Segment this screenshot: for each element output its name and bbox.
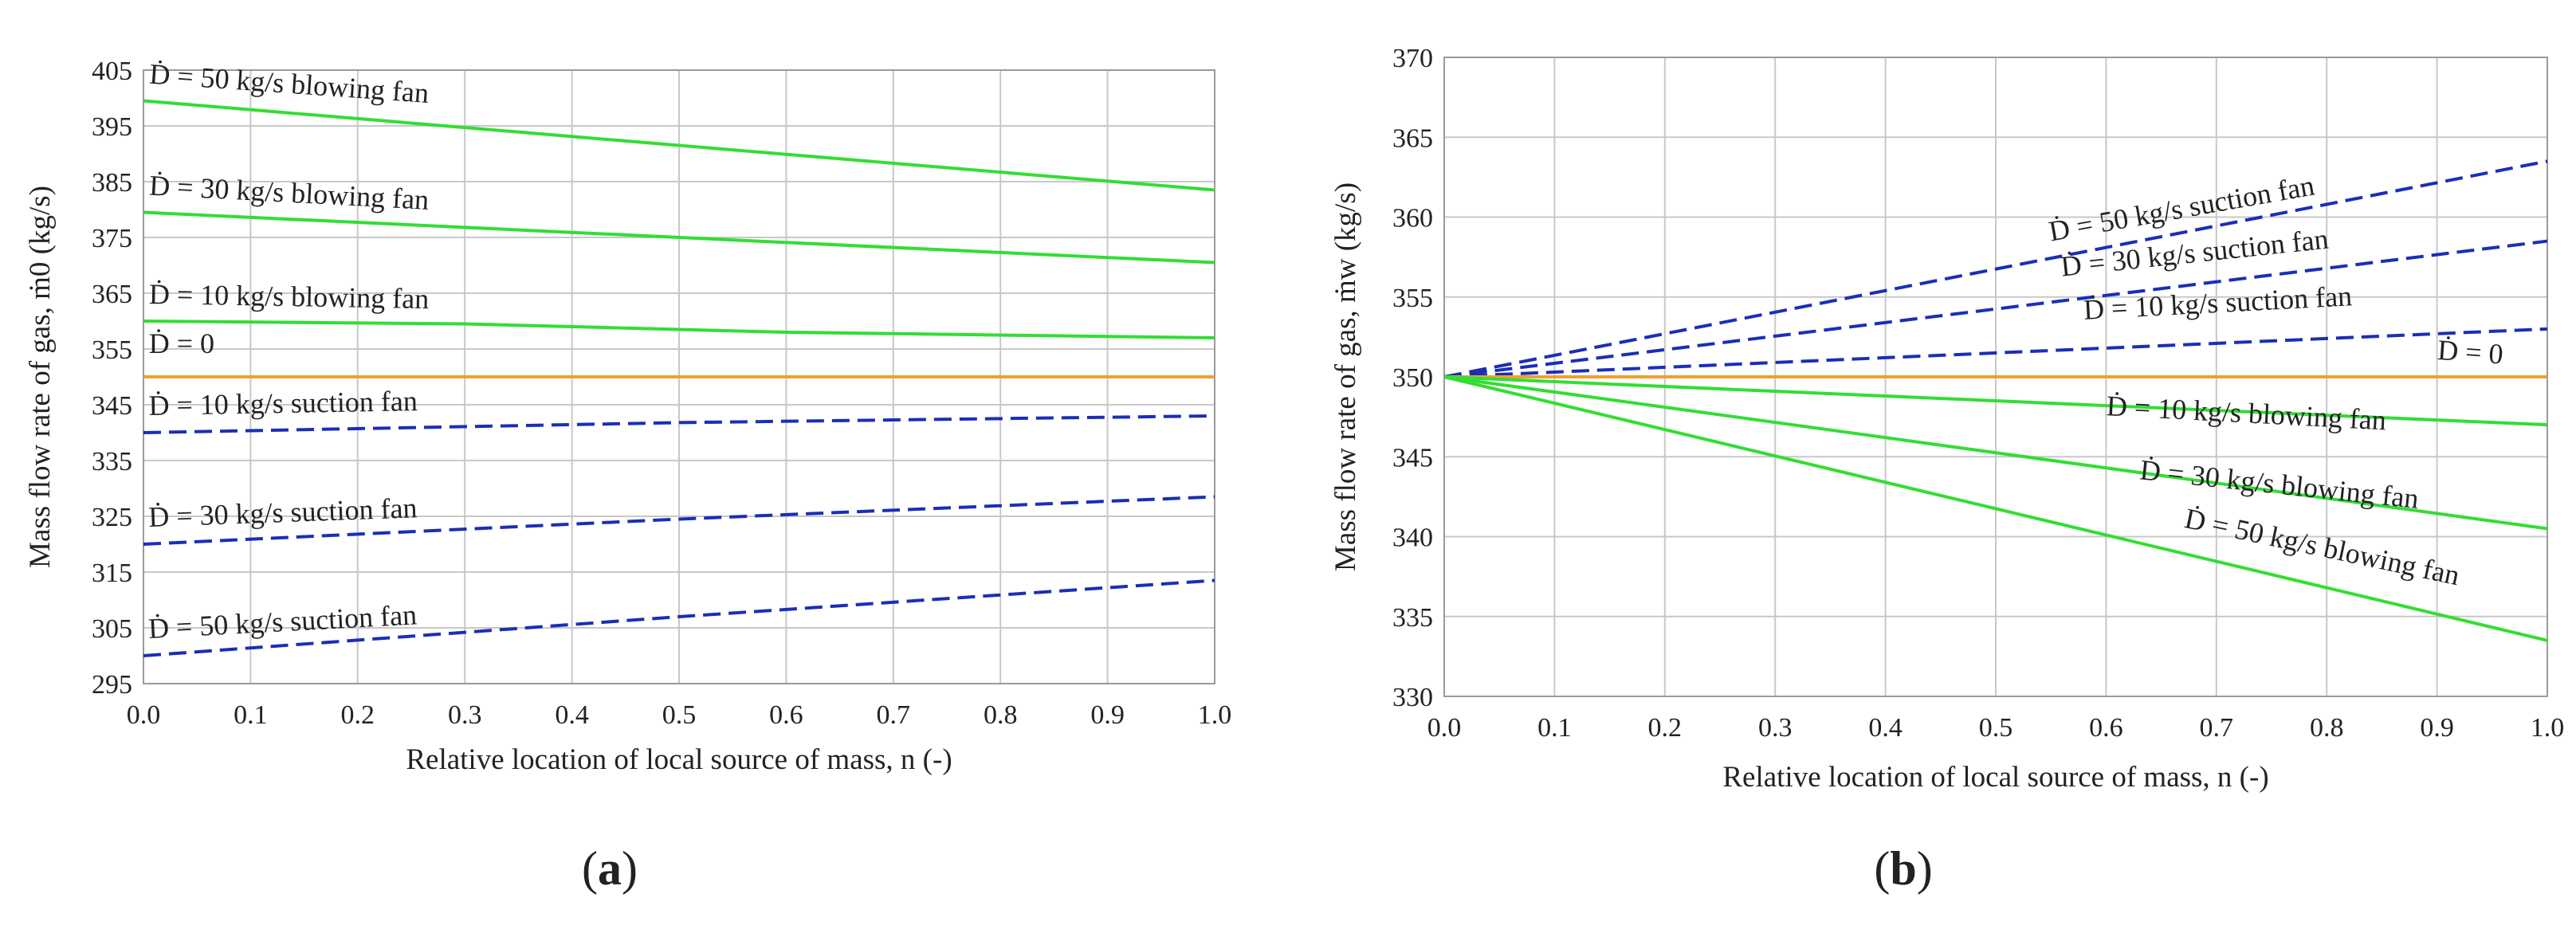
x-tick-label: 0.0 [127,700,161,730]
chart-panel-b: 0.0 0.1 0.2 0.3 0.4 0.5 0.6 0.7 0.8 0.9 1.0 330 335 3… [1329,44,2564,895]
y-axis-title: Mass flow rate of gas, ṁw (kg/s) [1329,182,1362,571]
x-axis-title: Relative location of local source of mas… [1722,761,2268,794]
x-tick-label: 0.7 [877,700,911,730]
y-tick-label: 375 [92,224,132,253]
series-line [143,210,1215,265]
x-tick-label: 0.9 [2420,713,2454,743]
panel-label: (b) [1874,842,1932,895]
y-tick-label: 325 [92,503,132,532]
series-line [1443,375,2548,531]
y-tick-label: 345 [92,391,132,421]
y-tick-label: 345 [1392,443,1433,472]
x-tick-label: 0.4 [555,700,589,730]
y-tick-label: 350 [1392,363,1433,393]
x-tick-label: 0.3 [1758,713,1793,743]
x-tick-label: 0.2 [1648,713,1683,743]
series-label: Ḋ = 0 [2437,334,2504,370]
series-line [143,320,1215,339]
x-tick-label: 0.8 [984,700,1018,730]
x-tick-label: 0.0 [1427,713,1462,743]
y-tick-label: 395 [92,112,132,142]
x-tick-label: 0.9 [1090,700,1125,730]
y-tick-label: 355 [1392,284,1433,313]
x-tick-label: 0.6 [769,700,803,730]
series-line [1443,375,2548,427]
series-line [143,414,1215,434]
y-tick-label: 340 [1392,523,1433,553]
y-tick-label: 355 [92,335,132,365]
series-line [143,495,1215,546]
y-tick-label: 405 [92,57,132,86]
y-tick-label: 305 [92,614,132,644]
series-label: Ḋ = 0 [149,327,214,359]
x-tick-label: 0.1 [234,700,268,730]
x-tick-label: 0.5 [1979,713,2013,743]
x-tick-label: 0.4 [1868,713,1903,743]
y-tick-label: 330 [1392,683,1433,712]
series-label: Ḋ = 10 kg/s blowing fan [149,278,430,315]
x-tick-label: 0.8 [2310,713,2344,743]
series-line [1443,375,2548,642]
series-line [143,578,1215,657]
series-line [1443,239,2548,378]
y-tick-label: 365 [92,280,132,309]
y-tick-label: 360 [1392,204,1433,233]
y-tick-label: 295 [92,670,132,700]
x-tick-label: 1.0 [1198,700,1232,730]
panel-label: (a) [582,842,638,895]
y-axis-title: Mass flow rate of gas, ṁ0 (kg/s) [24,186,57,568]
y-tick-label: 370 [1392,44,1433,73]
x-tick-label: 0.5 [662,700,697,730]
y-tick-label: 385 [92,168,132,198]
x-tick-label: 0.7 [2200,713,2234,743]
y-tick-label: 335 [1392,603,1433,633]
y-tick-label: 315 [92,559,132,588]
series-label: Ḋ = 10 kg/s suction fan [148,385,418,421]
series-line [143,99,1215,192]
x-tick-label: 0.1 [1537,713,1572,743]
chart-panel-a: 0.0 0.1 0.2 0.3 0.4 0.5 0.6 0.7 0.8 0.9 1.0 295 305 3… [24,57,1231,895]
x-tick-label: 1.0 [2531,713,2565,743]
y-tick-label: 335 [92,447,132,476]
x-tick-label: 0.2 [341,700,375,730]
x-tick-label: 0.6 [2089,713,2123,743]
y-tick-label: 365 [1392,123,1433,153]
x-axis-title: Relative location of local source of mas… [406,743,952,776]
x-tick-label: 0.3 [448,700,482,730]
series-line [1443,159,2548,378]
series-line [1443,327,2548,378]
